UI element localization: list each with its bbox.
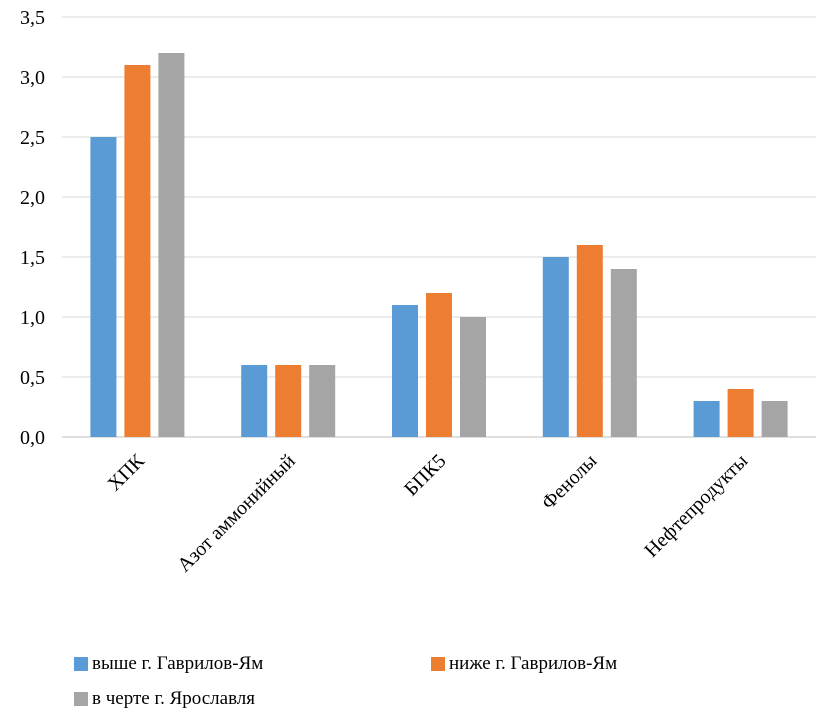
bar-series-3-cat-1 [158,53,185,437]
bar-series-2-cat-2 [275,365,302,437]
legend-swatch-series-3 [74,692,88,706]
y-tick-label: 1,5 [20,247,45,269]
x-tick-label: Фенолы [537,450,601,514]
y-tick-label: 3,0 [20,67,45,89]
legend-item-series-2: ниже г. Гаврилов-Ям [431,653,617,675]
bar-series-1-cat-5 [693,401,720,437]
chart-canvas: 0,0 0,5 1,0 1,5 2,0 2,5 3,0 3,5 ХПК Азот аммоний… [20,7,816,577]
bar-series-2-cat-5 [727,389,754,437]
y-tick-label: 3,5 [20,7,45,29]
x-tick-label: БПК5 [400,450,450,500]
legend-swatch-series-1 [74,657,88,671]
bar-series-3-cat-3 [460,317,486,437]
y-tick-label: 2,5 [20,127,45,149]
x-tick-label: ХПК [104,450,150,496]
bar-series-1-cat-1 [90,137,117,437]
bar-series-3-cat-5 [761,401,788,437]
bar-series-1-cat-4 [542,257,569,437]
bar-series-3-cat-2 [309,365,336,437]
bars [90,53,788,437]
bar-series-2-cat-4 [576,245,603,437]
y-tick-label: 0,0 [20,427,45,449]
legend-swatch-series-2 [431,657,445,671]
y-tick-label: 0,5 [20,367,45,389]
legend: выше г. Гаврилов-Ям ниже г. Гаврилов-Ям … [74,648,814,718]
legend-label-series-1: выше г. Гаврилов-Ям [92,653,264,674]
bar-series-1-cat-3 [392,305,418,437]
x-tick-label: Азот аммонийный [173,450,300,577]
legend-label-series-2: ниже г. Гаврилов-Ям [449,653,618,674]
y-tick-label: 2,0 [20,187,45,209]
legend-label-series-3: в черте г. Ярославля [92,688,256,709]
x-tick-label: Нефтепродукты [640,450,752,562]
bar-series-1-cat-2 [241,365,268,437]
bar-series-2-cat-3 [426,293,452,437]
y-axis-ticks: 0,0 0,5 1,0 1,5 2,0 2,5 3,0 3,5 [20,7,45,449]
x-axis-ticks: ХПК Азот аммонийный БПК5 Фенолы Нефтепродукт… [104,450,753,577]
y-tick-label: 1,0 [20,307,45,329]
legend-item-series-1: выше г. Гаврилов-Ям [74,653,263,675]
legend-item-series-3: в черте г. Ярославля [74,688,255,710]
bar-series-2-cat-1 [124,65,151,437]
bar-series-3-cat-4 [610,269,637,437]
